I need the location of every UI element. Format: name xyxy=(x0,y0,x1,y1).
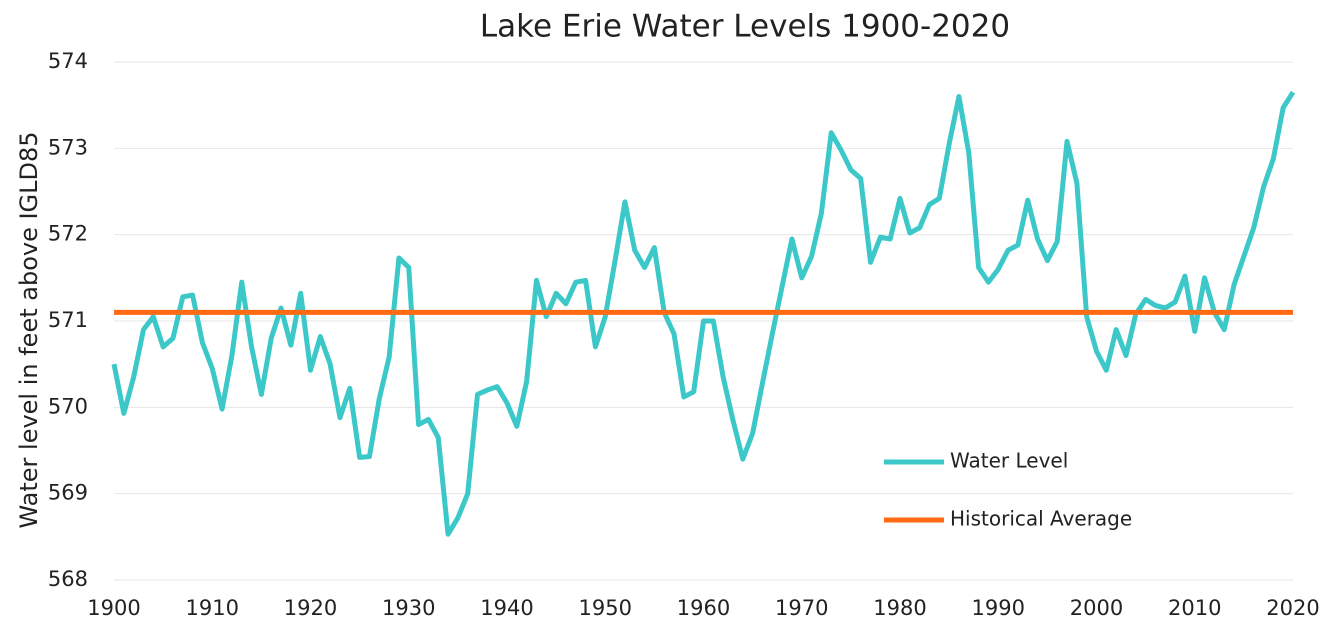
x-tick-label: 1980 xyxy=(873,596,926,620)
y-tick-label: 570 xyxy=(48,394,88,418)
x-tick-label: 2020 xyxy=(1266,596,1319,620)
y-tick-label: 569 xyxy=(48,481,88,505)
y-tick-label: 568 xyxy=(48,567,88,591)
x-tick-label: 1950 xyxy=(579,596,632,620)
y-tick-label: 571 xyxy=(48,308,88,332)
y-tick-label: 572 xyxy=(48,222,88,246)
line-series xyxy=(111,90,1296,537)
y-axis-label: Water level in feet above IGLD85 xyxy=(15,131,43,528)
x-tick-label: 1930 xyxy=(382,596,435,620)
chart-title: Lake Erie Water Levels 1900-2020 xyxy=(480,9,1010,45)
legend-label: Water Level xyxy=(950,449,1068,473)
x-tick-label: 1960 xyxy=(677,596,730,620)
x-tick-label: 2000 xyxy=(1070,596,1123,620)
x-tick-label: 2010 xyxy=(1168,596,1221,620)
x-tick-label: 1970 xyxy=(775,596,828,620)
x-tick-label: 1920 xyxy=(284,596,337,620)
x-tick-label: 1910 xyxy=(186,596,239,620)
y-tick-label: 574 xyxy=(48,49,88,73)
x-tick-label: 1900 xyxy=(87,596,140,620)
legend-label: Historical Average xyxy=(950,507,1132,531)
x-tick-label: 1940 xyxy=(480,596,533,620)
x-tick-label: 1990 xyxy=(972,596,1025,620)
y-tick-label: 573 xyxy=(48,135,88,159)
